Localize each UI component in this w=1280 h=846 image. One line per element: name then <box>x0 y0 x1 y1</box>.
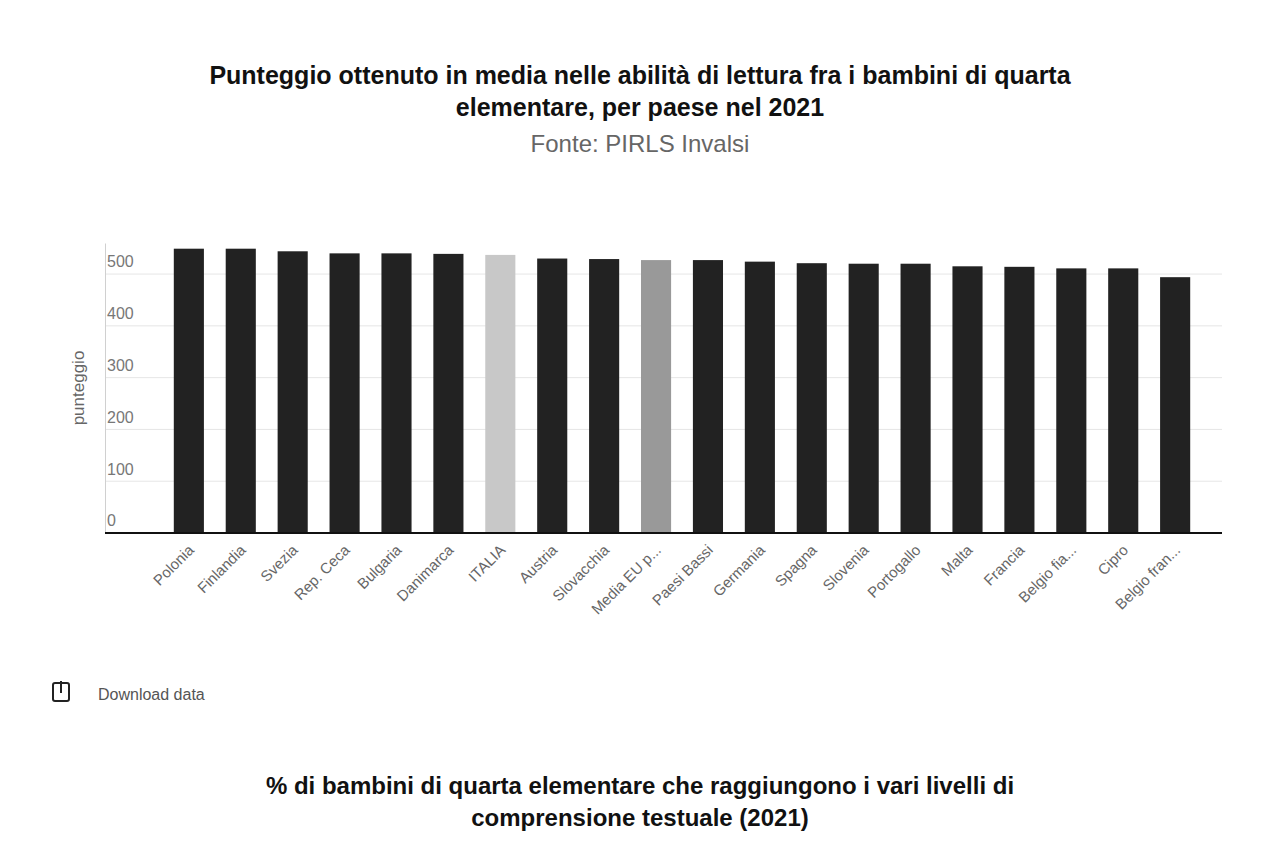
bar <box>381 253 411 533</box>
x-tick-label: Malta <box>938 541 976 579</box>
y-tick-label: 0 <box>107 512 116 529</box>
x-tick: Polonia <box>150 533 198 589</box>
x-tick: Francia <box>980 533 1028 588</box>
x-tick-label: Paesi Bassi <box>649 541 716 608</box>
bar <box>641 260 671 533</box>
x-tick: Danimarca <box>393 533 457 604</box>
x-tick-label: Slovenia <box>819 541 872 594</box>
y-tick-label: 400 <box>107 305 134 322</box>
x-tick: Finlandia <box>194 533 250 596</box>
x-tick-label: Cipro <box>1094 541 1131 578</box>
y-tick: 300 <box>105 357 134 378</box>
y-tick-label: 500 <box>107 253 134 270</box>
x-tick-label: Rep. Ceca <box>291 541 354 604</box>
download-icon[interactable] <box>60 681 62 693</box>
bar <box>1108 268 1138 533</box>
x-tick: Rep. Ceca <box>291 533 354 603</box>
bar <box>330 253 360 533</box>
y-tick: 400 <box>105 305 134 326</box>
x-tick: ITALIA <box>465 533 509 585</box>
x-tick-label: Belgio fia... <box>1015 541 1080 606</box>
bars <box>174 249 1190 533</box>
bar <box>901 264 931 533</box>
y-tick: 100 <box>105 461 134 482</box>
y-axis: 0 100 200 300 400 500 <box>105 244 134 534</box>
x-tick-label: Danimarca <box>393 541 457 605</box>
x-tick: Spagna <box>771 533 820 590</box>
x-tick-label: Bulgaria <box>354 541 405 592</box>
y-axis-line <box>105 244 106 534</box>
x-tick: Malta <box>938 533 976 579</box>
bar <box>1004 267 1034 533</box>
x-tick-label: ITALIA <box>465 541 509 585</box>
y-tick-label: 200 <box>107 409 134 426</box>
chart-subtitle: Fonte: PIRLS Invalsi <box>531 130 750 157</box>
next-chart-title: % di bambini di quarta elementare che ra… <box>266 772 1014 799</box>
x-tick-label: Germania <box>709 541 768 600</box>
bar <box>745 262 775 533</box>
x-axis: PoloniaFinlandiaSveziaRep. CecaBulgariaD… <box>105 533 1222 617</box>
bar <box>849 264 879 533</box>
x-tick: Bulgaria <box>354 533 405 592</box>
x-tick: Paesi Bassi <box>649 533 716 609</box>
next-chart-title: comprensione testuale (2021) <box>471 804 808 831</box>
download-label[interactable]: Download data <box>98 686 205 703</box>
bar <box>226 249 256 533</box>
chart-root: Punteggio ottenuto in media nelle abilit… <box>0 0 1280 846</box>
x-tick: Media EU p... <box>588 533 664 617</box>
x-tick-label: Media EU p... <box>588 541 664 617</box>
y-tick-label: 300 <box>107 357 134 374</box>
x-tick: Slovenia <box>819 533 872 594</box>
x-tick: Austria <box>515 533 560 586</box>
x-tick: Svezia <box>257 533 301 585</box>
bar <box>693 260 723 533</box>
x-tick-label: Svezia <box>257 541 301 585</box>
grid-line <box>105 533 1222 534</box>
x-tick-label: Portogallo <box>864 541 924 601</box>
bar <box>1056 268 1086 533</box>
y-tick-label: 100 <box>107 461 134 478</box>
x-tick: Cipro <box>1094 533 1131 578</box>
y-tick: 200 <box>105 409 134 430</box>
y-axis-title: punteggio <box>69 351 88 426</box>
bar <box>1160 277 1190 533</box>
y-tick: 500 <box>105 253 134 274</box>
x-tick: Belgio fran... <box>1112 533 1184 613</box>
bar <box>797 263 827 533</box>
bar <box>433 254 463 533</box>
x-tick: Belgio fia... <box>1015 533 1080 606</box>
bar <box>485 255 515 533</box>
chart-title: Punteggio ottenuto in media nelle abilit… <box>209 61 1071 89</box>
x-tick-label: Francia <box>980 541 1028 589</box>
bar <box>537 259 567 533</box>
x-tick-label: Austria <box>515 541 560 586</box>
x-tick-label: Belgio fran... <box>1112 541 1184 613</box>
bar <box>278 251 308 533</box>
x-tick: Portogallo <box>864 533 924 601</box>
bar <box>174 249 204 533</box>
x-tick-label: Finlandia <box>194 541 250 597</box>
x-axis-line <box>105 532 1222 534</box>
x-tick: Germania <box>709 533 768 600</box>
y-tick: 0 <box>105 512 116 533</box>
bar <box>952 266 982 533</box>
x-tick-label: Spagna <box>771 541 820 590</box>
download-button[interactable]: Download data <box>53 681 205 703</box>
chart-title: elementare, per paese nel 2021 <box>456 93 824 121</box>
bar <box>589 259 619 533</box>
x-tick-label: Polonia <box>150 541 198 589</box>
